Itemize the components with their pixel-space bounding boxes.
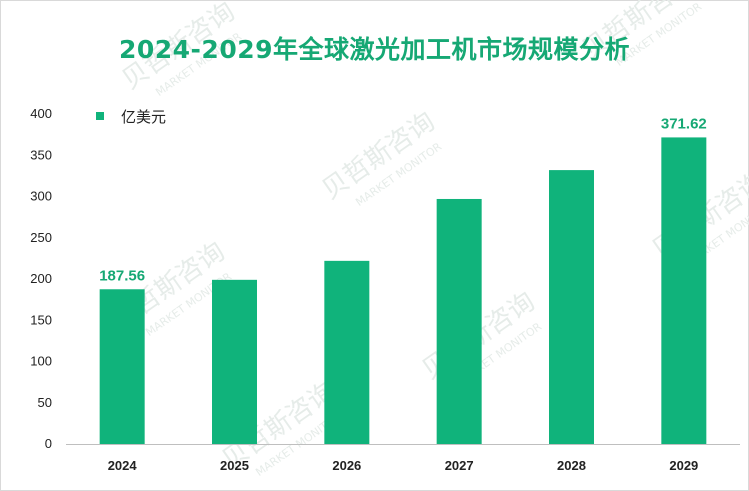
- x-tick-label-2024: 2024: [108, 458, 138, 473]
- y-tick-label-50: 50: [38, 395, 52, 410]
- x-tick-label-2025: 2025: [220, 458, 249, 473]
- legend-label: 亿美元: [121, 108, 166, 126]
- y-tick-label-100: 100: [30, 354, 52, 369]
- y-tick-label-400: 400: [30, 106, 52, 121]
- x-axis: 2024 2025 2026 2027 2028 2029: [66, 444, 740, 473]
- legend: 亿美元: [96, 108, 166, 126]
- x-tick-label-2026: 2026: [332, 458, 361, 473]
- y-axis: 0 50 100 150 200 250 300 350 400: [30, 106, 52, 451]
- chart-title: 2024-2029年全球激光加工机市场规模分析: [118, 35, 631, 64]
- x-tick-label-2027: 2027: [445, 458, 474, 473]
- y-tick-label-300: 300: [30, 189, 52, 204]
- bar-2029: [661, 137, 707, 444]
- data-label-2024: 187.56: [99, 267, 145, 284]
- bar-2028: [549, 170, 594, 444]
- x-tick-label-2029: 2029: [669, 458, 698, 473]
- y-tick-label-200: 200: [30, 271, 52, 286]
- data-label-2029: 371.62: [661, 115, 707, 132]
- y-tick-label-250: 250: [30, 230, 52, 245]
- legend-swatch: [96, 112, 104, 120]
- y-tick-label-0: 0: [45, 436, 52, 451]
- bar-2026: [324, 260, 370, 444]
- data-labels: 187.56 371.62: [99, 115, 707, 284]
- x-tick-label-2028: 2028: [557, 458, 586, 473]
- y-tick-label-350: 350: [30, 147, 52, 162]
- bar-2025: [212, 279, 257, 444]
- bar-2027: [436, 198, 482, 444]
- bar-2024: [99, 289, 145, 444]
- y-tick-label-150: 150: [30, 312, 52, 327]
- bars: [99, 137, 707, 444]
